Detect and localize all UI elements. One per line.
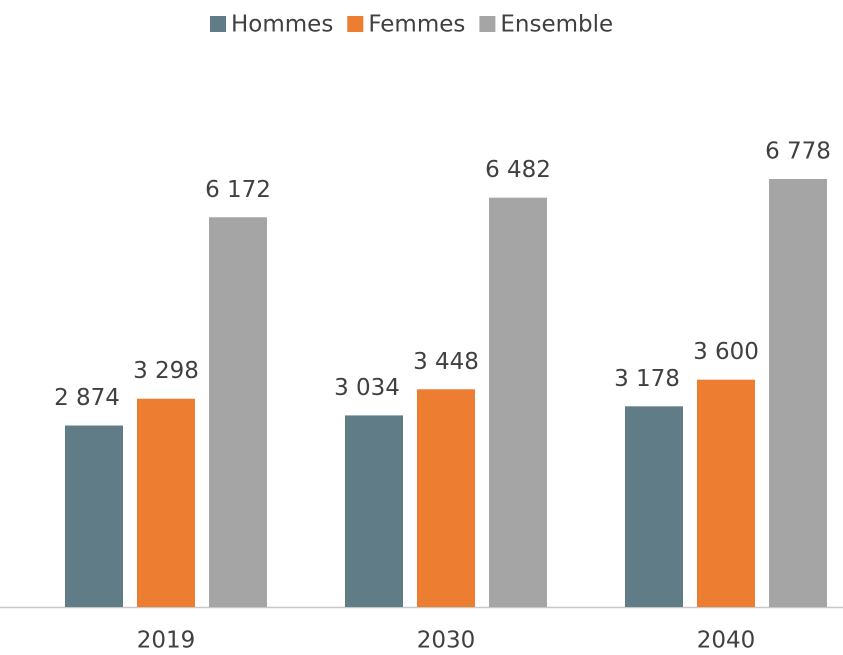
data-label: 3 298 bbox=[133, 358, 199, 384]
bar bbox=[137, 398, 195, 607]
data-label: 3 178 bbox=[614, 366, 680, 392]
bar bbox=[417, 389, 475, 607]
data-label: 3 034 bbox=[334, 375, 400, 401]
bar bbox=[769, 179, 827, 607]
bar bbox=[209, 217, 267, 607]
data-label: 2 874 bbox=[54, 385, 120, 411]
x-tick-label: 2030 bbox=[417, 628, 476, 654]
bar bbox=[345, 415, 403, 607]
legend-swatch bbox=[210, 16, 226, 32]
legend-swatch bbox=[479, 16, 496, 32]
bar bbox=[65, 425, 123, 607]
data-label: 6 778 bbox=[765, 139, 831, 165]
data-label: 6 172 bbox=[205, 177, 271, 203]
bar bbox=[697, 379, 755, 607]
bar bbox=[489, 197, 547, 608]
legend-label: Ensemble bbox=[500, 12, 613, 38]
x-tick-label: 2019 bbox=[137, 628, 196, 654]
data-label: 3 448 bbox=[413, 349, 479, 375]
data-label: 3 600 bbox=[693, 339, 759, 365]
bar bbox=[625, 406, 683, 607]
x-tick-label: 2040 bbox=[697, 628, 756, 654]
legend-swatch bbox=[347, 16, 364, 32]
legend-label: Femmes bbox=[368, 12, 465, 38]
data-label: 6 482 bbox=[485, 157, 551, 183]
legend-label: Hommes bbox=[231, 12, 333, 38]
